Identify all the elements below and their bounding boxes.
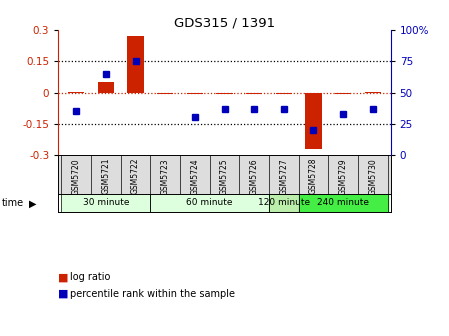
Bar: [150, 194, 269, 212]
Text: percentile rank within the sample: percentile rank within the sample: [70, 289, 234, 299]
Text: GSM5725: GSM5725: [220, 158, 229, 195]
Text: log ratio: log ratio: [70, 272, 110, 282]
Bar: [187, 92, 203, 94]
Text: GSM5729: GSM5729: [339, 158, 348, 195]
Text: ■: ■: [58, 289, 69, 299]
Bar: [269, 194, 299, 212]
Text: 240 minute: 240 minute: [317, 198, 369, 207]
Bar: [157, 92, 173, 94]
Bar: [299, 194, 387, 212]
Bar: [246, 92, 262, 94]
Bar: [335, 92, 351, 94]
Text: GSM5724: GSM5724: [190, 158, 199, 195]
Text: GSM5720: GSM5720: [72, 158, 81, 195]
Bar: [128, 37, 144, 92]
Text: GSM5723: GSM5723: [161, 158, 170, 195]
Bar: [276, 92, 292, 94]
Text: 120 minute: 120 minute: [258, 198, 310, 207]
Title: GDS315 / 1391: GDS315 / 1391: [174, 16, 275, 29]
Bar: [365, 91, 381, 92]
Text: GSM5727: GSM5727: [279, 158, 288, 195]
Bar: [62, 194, 150, 212]
Bar: [98, 82, 114, 92]
Text: ▶: ▶: [29, 198, 37, 208]
Text: GSM5726: GSM5726: [250, 158, 259, 195]
Text: GSM5721: GSM5721: [101, 158, 110, 195]
Text: time: time: [2, 198, 24, 208]
Text: GSM5722: GSM5722: [131, 158, 140, 195]
Bar: [68, 91, 84, 92]
Text: GSM5730: GSM5730: [368, 158, 377, 195]
Text: GSM5728: GSM5728: [309, 158, 318, 195]
Text: 30 minute: 30 minute: [83, 198, 129, 207]
Text: ■: ■: [58, 272, 69, 282]
Bar: [216, 92, 233, 94]
Bar: [305, 92, 321, 149]
Text: 60 minute: 60 minute: [186, 198, 233, 207]
